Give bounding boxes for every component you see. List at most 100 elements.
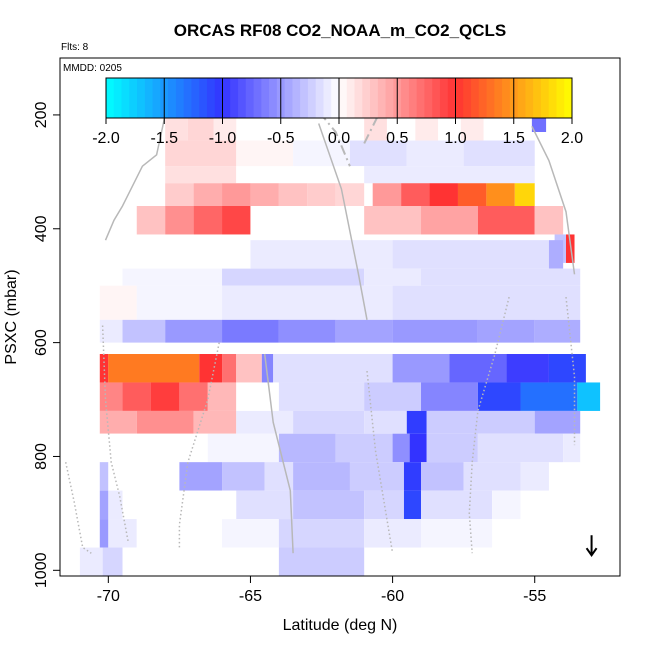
heatmap-cell bbox=[463, 140, 535, 167]
colorbar-swatch bbox=[222, 78, 231, 118]
colorbar-tick-label: -1.5 bbox=[150, 130, 178, 147]
colorbar-swatch bbox=[564, 78, 573, 118]
colorbar-swatch bbox=[261, 78, 270, 118]
colorbar-swatch bbox=[175, 78, 185, 118]
heatmap-cell bbox=[207, 382, 237, 411]
heatmap-cell bbox=[457, 183, 487, 206]
heatmap-cell bbox=[193, 206, 223, 235]
colorbar-swatch bbox=[517, 78, 526, 118]
colorbar-swatch bbox=[144, 78, 154, 118]
y-tick-label: 1000 bbox=[33, 552, 50, 588]
heatmap-cell bbox=[150, 382, 180, 411]
heatmap-cell bbox=[222, 319, 279, 343]
plot-frame bbox=[59, 57, 621, 577]
colorbar-swatch bbox=[346, 78, 356, 118]
colorbar-swatch bbox=[401, 78, 410, 118]
heatmap-cell bbox=[426, 433, 478, 463]
heatmap-cell bbox=[364, 490, 404, 520]
heatmap-cell bbox=[79, 547, 103, 576]
heatmap-cell bbox=[136, 206, 166, 235]
flight-track-line bbox=[468, 296, 510, 554]
x-tick-label: -65 bbox=[239, 588, 262, 605]
colorbar-swatch bbox=[152, 78, 161, 118]
heatmap-cell bbox=[520, 382, 578, 411]
colorbar-swatch bbox=[230, 78, 239, 118]
flight-track-line bbox=[565, 297, 576, 446]
heatmap-cell bbox=[250, 183, 279, 206]
heatmap-cell bbox=[99, 382, 123, 411]
heatmap-cell bbox=[222, 519, 279, 548]
heatmap-cell bbox=[165, 319, 223, 343]
heatmap-cell bbox=[392, 354, 450, 383]
heatmap-cell bbox=[486, 183, 515, 206]
heatmap-cell bbox=[122, 490, 237, 520]
colorbar-gradient bbox=[106, 78, 573, 118]
colorbar-swatch bbox=[533, 78, 542, 118]
x-tick-label: -70 bbox=[97, 588, 120, 605]
latest-position-marker bbox=[585, 535, 598, 557]
heatmap-cell bbox=[335, 183, 365, 206]
heatmap-cell bbox=[278, 433, 336, 463]
heatmap-cell bbox=[99, 519, 109, 548]
heatmap-cell bbox=[429, 183, 458, 206]
heatmap-cell bbox=[99, 319, 123, 343]
heatmap-cell bbox=[236, 166, 365, 184]
colorbar-swatch bbox=[331, 78, 340, 118]
heatmap-cell bbox=[565, 234, 575, 263]
y-tick-label: 400 bbox=[33, 215, 50, 242]
colorbar-swatch bbox=[121, 78, 130, 118]
colorbar-swatch bbox=[478, 78, 488, 118]
heatmap-cell bbox=[548, 354, 586, 383]
heatmap-cell bbox=[108, 519, 137, 548]
heatmap-cell bbox=[349, 462, 404, 491]
colorbar-swatch bbox=[377, 78, 387, 118]
heatmap-cell bbox=[193, 183, 223, 206]
flight-track-line bbox=[101, 325, 129, 542]
heatmap-cell bbox=[426, 410, 535, 434]
heatmap-cell bbox=[236, 410, 294, 434]
flight-track-line bbox=[317, 123, 368, 320]
heatmap-cell bbox=[335, 319, 393, 343]
heatmap-cell bbox=[222, 183, 251, 206]
heatmap-cell bbox=[99, 354, 109, 383]
heatmap-cell bbox=[236, 490, 294, 520]
colorbar-swatch bbox=[339, 78, 348, 118]
heatmap-cell bbox=[278, 382, 365, 411]
heatmap-cell bbox=[520, 462, 549, 491]
colorbar-swatch bbox=[214, 78, 223, 118]
heatmap-cell bbox=[364, 268, 422, 286]
colorbar-swatch bbox=[269, 78, 278, 118]
colorbar-tick-label: -1.0 bbox=[209, 130, 237, 147]
heatmap-cell bbox=[136, 240, 251, 269]
heatmap-cell bbox=[293, 140, 350, 167]
heatmap-cell bbox=[199, 354, 223, 383]
heatmap-cell bbox=[415, 114, 439, 141]
heatmap-cell bbox=[477, 319, 535, 343]
heatmap-cell bbox=[577, 382, 601, 411]
chart-title: ORCAS RF08 CO2_NOAA_m_CO2_QCLS bbox=[174, 21, 507, 40]
heatmap-cell bbox=[372, 183, 402, 206]
heatmap-cell bbox=[165, 114, 188, 141]
heatmap-cell bbox=[563, 433, 581, 463]
heatmap-cell bbox=[179, 382, 208, 411]
heatmap-cell bbox=[349, 140, 407, 167]
heatmap-cell bbox=[460, 114, 484, 141]
heatmap-cell bbox=[293, 462, 350, 491]
colorbar-swatch bbox=[463, 78, 472, 118]
heatmap-cell bbox=[534, 410, 581, 434]
colorbar-swatch bbox=[253, 78, 262, 118]
colorbar-swatch bbox=[486, 78, 495, 118]
colorbar-swatch bbox=[408, 78, 418, 118]
colorbar-tick-label: 0.0 bbox=[328, 130, 350, 147]
heatmap-cell bbox=[409, 433, 427, 463]
heatmap-cell bbox=[548, 240, 564, 269]
colorbar-swatch bbox=[494, 78, 503, 118]
heatmap-cell bbox=[250, 240, 393, 269]
heatmap-cell bbox=[165, 183, 194, 206]
colorbar-swatch bbox=[556, 78, 565, 118]
colorbar-swatch bbox=[455, 78, 464, 118]
heatmap-cell bbox=[421, 490, 493, 520]
heatmap-cell bbox=[99, 433, 208, 463]
heatmap-cell bbox=[136, 285, 223, 320]
heatmap-cell bbox=[421, 462, 464, 491]
